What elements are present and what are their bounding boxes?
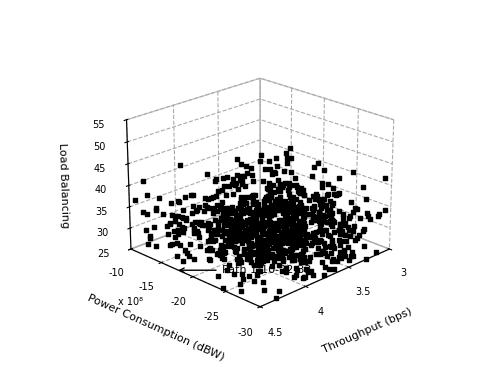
Text: Path 1-10-22-32: Path 1-10-22-32 <box>180 265 311 275</box>
X-axis label: Throughput (bps): Throughput (bps) <box>321 306 414 355</box>
Y-axis label: Power Consumption (dBW): Power Consumption (dBW) <box>86 292 226 362</box>
Text: x 10⁸: x 10⁸ <box>118 297 142 307</box>
